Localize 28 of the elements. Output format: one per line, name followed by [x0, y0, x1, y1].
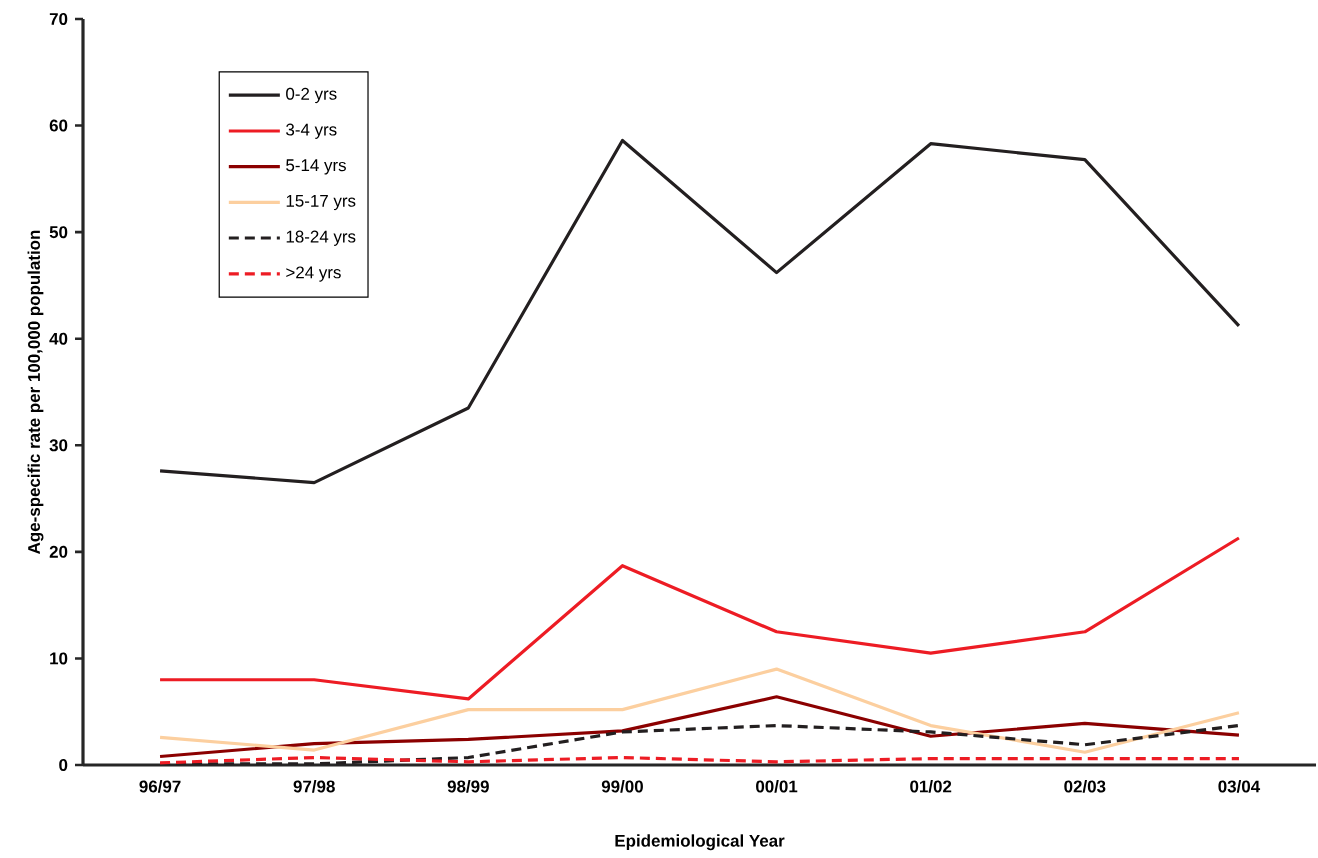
legend-label: 3-4 yrs — [286, 123, 337, 139]
y-axis-title: Age-specific rate per 100,000 population — [27, 230, 44, 554]
y-tick-label: 50 — [49, 226, 68, 239]
y-tick-label: 70 — [49, 13, 68, 25]
y-tick-label: 30 — [49, 439, 68, 452]
legend-label: >24 yrs — [286, 266, 341, 282]
line-series — [158, 667, 1241, 754]
x-tick-label: 98/99 — [447, 780, 489, 793]
x-axis-title: Epidemiological Year — [615, 834, 785, 851]
x-tick-label: 97/98 — [293, 780, 335, 793]
line-series — [158, 536, 1241, 701]
x-tick-label: 99/00 — [601, 780, 643, 793]
line-series — [158, 138, 1241, 485]
x-tick-label: 01/02 — [910, 780, 952, 793]
y-tick-label: 10 — [50, 652, 68, 665]
y-tick-label: 20 — [49, 545, 68, 558]
legend-label: 0-2 yrs — [286, 87, 337, 104]
x-tick-label: 03/04 — [1218, 780, 1261, 793]
legend-label: 5-14 yrs — [286, 159, 346, 175]
line-series — [158, 695, 1241, 759]
y-tick-label: 40 — [49, 332, 68, 345]
x-tick-label: 00/01 — [756, 780, 798, 793]
legend-label: 18-24 yrs — [286, 230, 356, 246]
y-tick-label: 60 — [49, 119, 68, 132]
x-tick-label: 02/03 — [1064, 780, 1106, 793]
legend-label: 15-17 yrs — [286, 194, 356, 211]
x-tick-label: 96/97 — [139, 780, 181, 793]
y-tick-label: 0 — [59, 759, 68, 771]
